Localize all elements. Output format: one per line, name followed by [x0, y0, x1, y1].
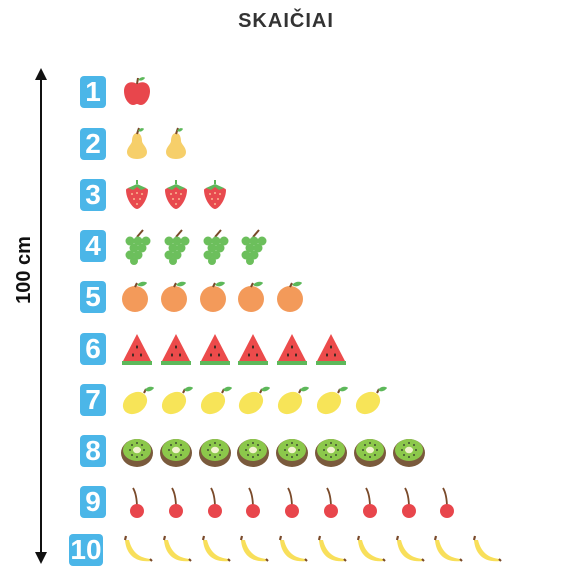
number-badge: 10 — [69, 534, 103, 566]
cherry-icon — [195, 482, 235, 522]
pear-icon — [156, 124, 196, 164]
strawberry-icon — [195, 175, 235, 215]
number-badge: 6 — [80, 333, 106, 365]
banana-icon — [466, 530, 506, 570]
kiwi-icon — [233, 431, 273, 471]
number-badge: 1 — [80, 76, 106, 108]
orange-icon — [272, 277, 312, 317]
apple-icon — [117, 72, 157, 112]
watermelon-icon — [195, 329, 235, 369]
cherry-icon — [156, 482, 196, 522]
fruit-row: 10 — [0, 530, 572, 570]
banana-icon — [233, 530, 273, 570]
kiwi-icon — [311, 431, 351, 471]
fruit-row: 2 — [0, 124, 572, 164]
kiwi-icon — [272, 431, 312, 471]
double-arrow-icon — [35, 68, 47, 564]
pear-icon — [117, 124, 157, 164]
watermelon-icon — [117, 329, 157, 369]
grapes-icon — [156, 226, 196, 266]
strawberry-icon — [156, 175, 196, 215]
fruit-row: 4 — [0, 226, 572, 266]
number-badge: 8 — [80, 435, 106, 467]
lemon-icon — [311, 380, 351, 420]
lemon-icon — [233, 380, 273, 420]
page-title: SKAIČIAI — [238, 10, 334, 32]
kiwi-icon — [156, 431, 196, 471]
number-badge: 2 — [80, 128, 106, 160]
number-badge: 3 — [80, 179, 106, 211]
banana-icon — [195, 530, 235, 570]
fruit-row: 7 — [0, 380, 572, 420]
banana-icon — [427, 530, 467, 570]
grapes-icon — [233, 226, 273, 266]
kiwi-icon — [389, 431, 429, 471]
number-badge: 5 — [80, 281, 106, 313]
fruit-row: 6 — [0, 329, 572, 369]
number-badge: 7 — [80, 384, 106, 416]
orange-icon — [117, 277, 157, 317]
lemon-icon — [156, 380, 196, 420]
lemon-icon — [350, 380, 390, 420]
banana-icon — [272, 530, 312, 570]
banana-icon — [156, 530, 196, 570]
orange-icon — [156, 277, 196, 317]
number-badge: 4 — [80, 230, 106, 262]
cherry-icon — [233, 482, 273, 522]
fruit-row: 8 — [0, 431, 572, 471]
banana-icon — [311, 530, 351, 570]
fruit-row: 1 — [0, 72, 572, 112]
orange-icon — [233, 277, 273, 317]
cherry-icon — [350, 482, 390, 522]
kiwi-icon — [195, 431, 235, 471]
watermelon-icon — [233, 329, 273, 369]
lemon-icon — [117, 380, 157, 420]
cherry-icon — [272, 482, 312, 522]
number-badge: 9 — [80, 486, 106, 518]
cherry-icon — [427, 482, 467, 522]
watermelon-icon — [156, 329, 196, 369]
kiwi-icon — [350, 431, 390, 471]
cherry-icon — [389, 482, 429, 522]
orange-icon — [195, 277, 235, 317]
lemon-icon — [195, 380, 235, 420]
fruit-row: 3 — [0, 175, 572, 215]
watermelon-icon — [272, 329, 312, 369]
grapes-icon — [195, 226, 235, 266]
kiwi-icon — [117, 431, 157, 471]
banana-icon — [350, 530, 390, 570]
fruit-row: 9 — [0, 482, 572, 522]
cherry-icon — [311, 482, 351, 522]
banana-icon — [389, 530, 429, 570]
watermelon-icon — [311, 329, 351, 369]
lemon-icon — [272, 380, 312, 420]
fruit-row: 5 — [0, 277, 572, 317]
strawberry-icon — [117, 175, 157, 215]
height-measure — [28, 68, 54, 564]
banana-icon — [117, 530, 157, 570]
grapes-icon — [117, 226, 157, 266]
cherry-icon — [117, 482, 157, 522]
